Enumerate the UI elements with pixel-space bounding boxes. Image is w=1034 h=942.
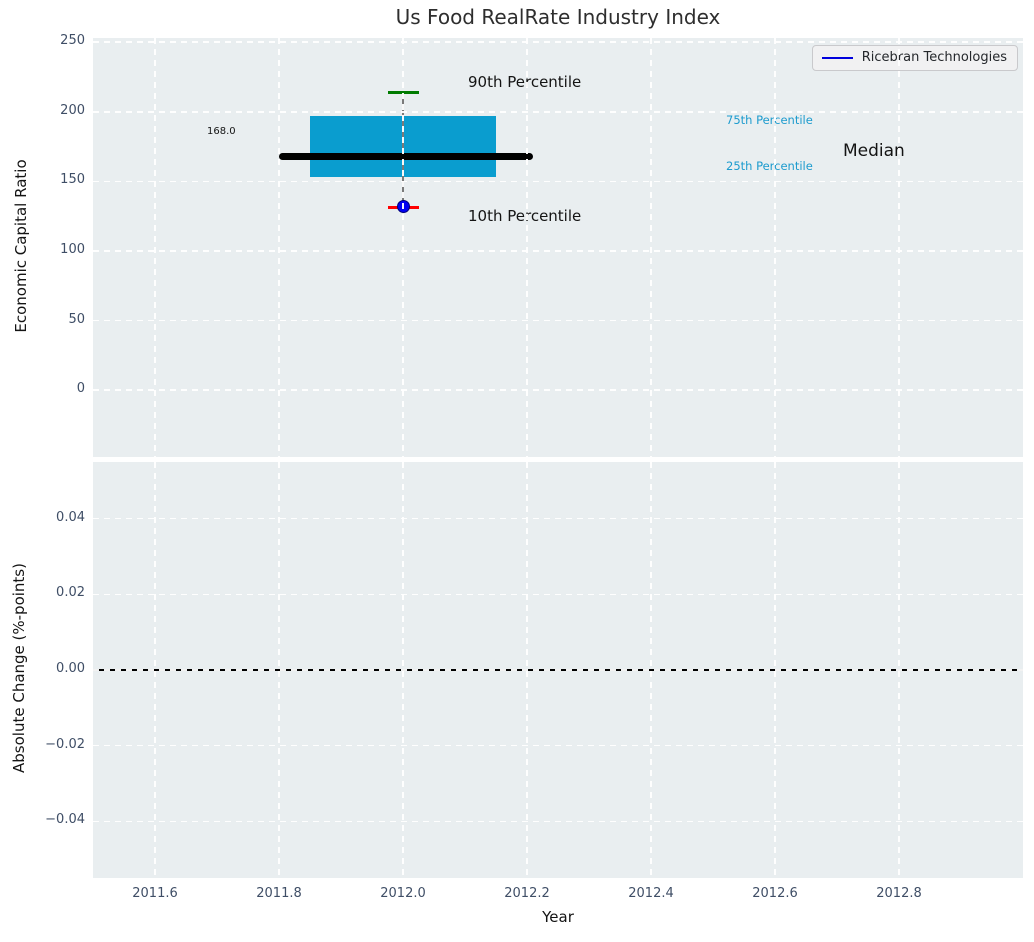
tick-label: 2012.2: [504, 886, 550, 901]
gridline-vertical: [402, 38, 404, 457]
legend: Ricebran Technologies: [811, 45, 1018, 71]
tick-label: 50: [68, 311, 85, 327]
gridline-horizontal: [93, 111, 1023, 113]
annotation-median: Median: [843, 141, 905, 161]
gridline-vertical: [774, 38, 776, 457]
tick-label: 150: [60, 172, 85, 188]
legend-label: Ricebran Technologies: [861, 50, 1007, 65]
tick-label: 100: [60, 241, 85, 257]
gridline-horizontal: [93, 517, 1023, 520]
annotation-median-value: 168.0: [207, 126, 236, 137]
median-line: [279, 153, 534, 160]
annotation-10th-percentile: 10th Percentile: [468, 207, 582, 225]
gridline-horizontal: [93, 389, 1023, 391]
tick-label: 2011.6: [132, 886, 178, 901]
tick-label: −0.04: [45, 812, 85, 828]
gridline-horizontal: [93, 820, 1023, 823]
gridline-horizontal: [93, 250, 1023, 252]
tick-label: 2012.6: [752, 886, 798, 901]
gridline-horizontal: [93, 669, 1023, 671]
bottom-axes: [93, 462, 1023, 878]
tick-label: 2011.8: [256, 886, 302, 901]
tick-label: 2012.0: [380, 886, 426, 901]
gridline-horizontal: [93, 41, 1023, 43]
gridline-vertical: [650, 38, 652, 457]
tick-label: 0.04: [56, 509, 85, 525]
annotation-75th-percentile: 75th Percentile: [726, 113, 813, 127]
tick-label: −0.02: [45, 736, 85, 752]
gridline-vertical: [154, 38, 156, 457]
tick-label: 0.00: [56, 661, 85, 676]
tick-label: 200: [60, 102, 85, 118]
legend-line-sample: [821, 56, 853, 59]
gridline-horizontal: [93, 593, 1023, 596]
gridline-vertical: [526, 38, 528, 457]
tick-label: 2012.8: [876, 886, 922, 901]
tick-label: 0: [76, 381, 85, 397]
tick-label: 0.02: [56, 585, 85, 601]
gridline-vertical: [898, 38, 900, 457]
gridline-vertical: [278, 38, 280, 457]
tick-label: 250: [60, 33, 85, 49]
annotation-90th-percentile: 90th Percentile: [468, 73, 582, 91]
gridline-horizontal: [93, 744, 1023, 747]
chart-title: Us Food RealRate Industry Index: [395, 5, 721, 29]
annotation-25th-percentile: 25th Percentile: [726, 159, 813, 173]
gridline-horizontal: [93, 319, 1023, 322]
x-axis-label: Year: [542, 908, 574, 926]
top-axes: 90th Percentile 10th Percentile 75th Per…: [93, 38, 1023, 457]
tick-label: 2012.4: [628, 886, 674, 901]
gridline-horizontal: [93, 180, 1023, 183]
